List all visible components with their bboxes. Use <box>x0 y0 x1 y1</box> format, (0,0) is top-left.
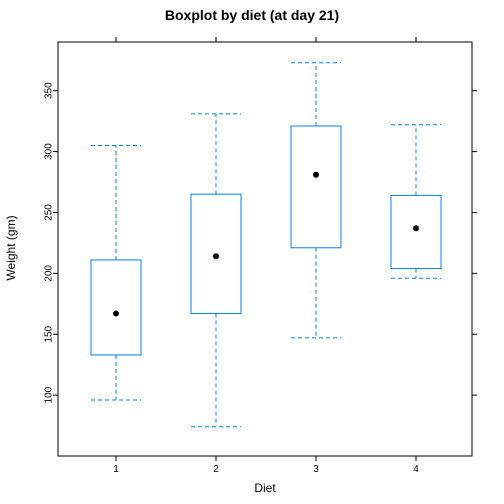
median-dot-2 <box>213 253 219 260</box>
chart-title: Boxplot by diet (at day 21) <box>165 7 339 23</box>
y-tick-label-200: 200 <box>44 265 55 282</box>
box-1 <box>90 259 142 356</box>
plot-frame <box>57 41 473 457</box>
x-tick-label-1: 1 <box>113 464 119 475</box>
y-tick-label-250: 250 <box>44 204 55 221</box>
y-tick-label-350: 350 <box>44 82 55 99</box>
x-axis-label: Diet <box>254 481 276 495</box>
y-tick-label-300: 300 <box>44 143 55 160</box>
y-axis-label: Weight (gm) <box>4 215 18 280</box>
box-3 <box>290 125 342 249</box>
median-dot-3 <box>313 171 319 178</box>
y-tick-label-100: 100 <box>44 386 55 403</box>
x-tick-label-3: 3 <box>313 464 319 475</box>
box-2 <box>190 193 242 315</box>
median-dot-1 <box>113 310 119 317</box>
x-tick-label-4: 4 <box>413 464 419 475</box>
chart-marks: 100 150 200 250 300 350 1 2 3 4 <box>44 37 477 475</box>
median-dot-4 <box>413 225 419 232</box>
x-tick-label-2: 2 <box>213 464 219 475</box>
box-4 <box>390 194 442 269</box>
y-tick-label-150: 150 <box>44 325 55 342</box>
